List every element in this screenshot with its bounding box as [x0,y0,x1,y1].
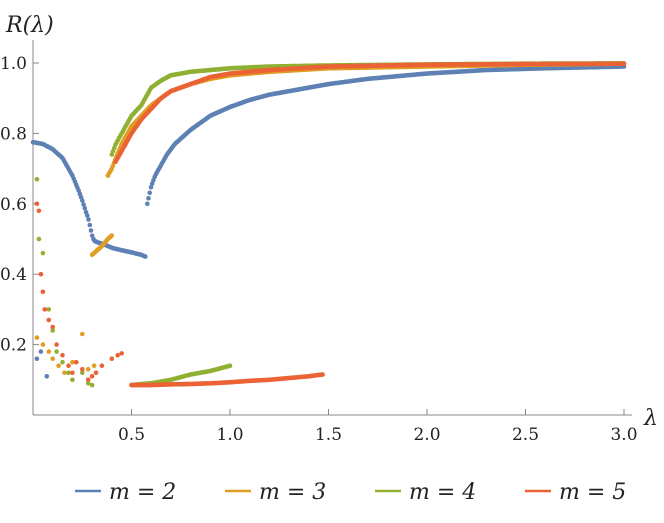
data-point [60,359,65,365]
data-point [42,307,48,312]
plot-area [30,61,627,388]
data-point [54,342,59,347]
data-point [146,196,151,201]
data-point [40,250,46,256]
x-tick-label: 2.0 [413,425,440,445]
data-point [227,363,233,369]
data-point [70,377,75,383]
data-point [44,374,50,379]
data-point [148,185,154,190]
data-point [74,359,79,365]
legend-label: m = 5 [559,480,626,505]
data-point [145,201,150,207]
data-point [50,356,55,362]
x-tick-label: 0.5 [118,425,145,445]
data-point [91,363,97,369]
legend-label: m = 3 [259,480,326,505]
data-point [87,222,93,228]
data-point [62,370,67,376]
y-ticks: 0.2 0.4 0.6 0.8 1.0 [0,54,39,356]
data-point [34,176,40,182]
data-point [93,370,99,376]
data-point [40,289,46,295]
data-point [85,213,90,218]
x-axis-label: λ [643,406,658,431]
axes: 0.5 1.0 1.5 2.0 2.5 3.0 0.2 0.4 0.6 0.8 1.0 λ R(λ… [0,13,658,445]
data-point [38,349,44,354]
data-point [80,331,85,337]
x-tick-label: 1.0 [216,425,243,445]
data-point [85,366,91,372]
series-5 [34,61,627,388]
data-point [99,363,105,369]
data-point [80,198,85,203]
data-point [109,356,115,362]
data-point [119,351,124,356]
data-point [34,335,40,340]
data-point [60,352,65,358]
data-point [50,324,55,330]
y-tick-label: 0.6 [0,195,27,215]
data-point [50,328,55,333]
legend-label: m = 4 [409,480,476,505]
data-point [36,208,42,214]
data-point [320,372,325,377]
data-point [66,370,71,376]
data-point [34,201,40,207]
data-point [54,349,59,354]
data-point [80,370,85,376]
data-point [46,349,52,354]
data-point [38,271,44,277]
data-point [86,217,91,222]
legend-item-m5: m = 5 [525,480,626,505]
data-point [82,206,88,211]
series-4 [34,61,627,388]
data-point [143,254,148,259]
data-point [109,233,115,238]
data-point [147,190,152,196]
x-ticks: 0.5 1.0 1.5 2.0 2.5 3.0 [118,409,638,445]
x-tick-label: 3.0 [610,425,637,445]
data-point [36,236,42,242]
x-tick-label: 2.5 [512,425,539,445]
data-point [85,381,91,386]
y-tick-label: 0.4 [0,265,27,285]
data-point [85,377,91,383]
x-tick-label: 1.5 [315,425,342,445]
data-point [89,374,95,379]
series-2 [30,64,627,379]
data-point [88,228,94,233]
legend-label: m = 2 [109,480,176,505]
data-point [46,307,52,312]
y-tick-label: 0.8 [0,124,27,144]
data-point [56,363,61,369]
data-point [81,202,86,207]
data-point [70,370,75,376]
data-point [70,359,75,365]
legend-item-m4: m = 4 [375,480,476,505]
y-tick-label: 1.0 [0,54,27,74]
data-point [40,342,46,347]
legend-item-m3: m = 3 [225,480,326,505]
data-point [34,356,40,362]
data-point [621,61,627,66]
data-point [66,363,71,369]
series-3 [34,61,627,376]
y-tick-label: 0.2 [0,336,27,356]
legend-item-m2: m = 2 [75,480,176,505]
data-point [46,317,52,323]
y-axis-label: R(λ) [5,13,54,38]
data-point [89,382,95,388]
data-point [80,366,85,372]
legend: m = 2 m = 3 m = 4 m = 5 [75,480,626,505]
data-point [115,352,120,358]
